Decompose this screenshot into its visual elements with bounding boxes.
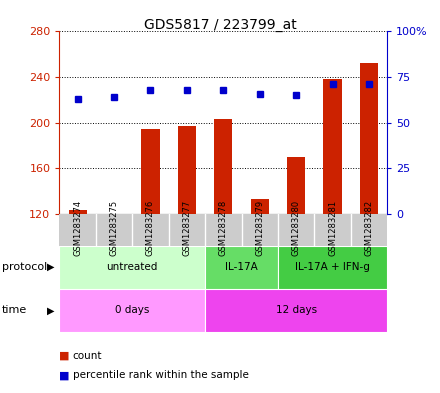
Text: percentile rank within the sample: percentile rank within the sample [73,370,249,380]
Text: GDS5817 / 223799_at: GDS5817 / 223799_at [143,18,297,32]
Text: protocol: protocol [2,262,48,272]
Bar [360,63,378,214]
Text: GSM1283280: GSM1283280 [292,200,301,256]
Text: GSM1283282: GSM1283282 [364,200,374,256]
Bar [323,79,342,214]
Bar [69,209,87,214]
Text: GSM1283276: GSM1283276 [146,200,155,257]
Bar [59,246,205,289]
Bar [141,129,160,214]
Text: 12 days: 12 days [275,305,317,316]
Bar [278,246,387,289]
Text: IL-17A: IL-17A [225,262,258,272]
Text: GSM1283275: GSM1283275 [110,200,118,256]
Bar [287,157,305,214]
Bar [205,289,387,332]
Bar [205,246,278,289]
Text: count: count [73,351,102,361]
Bar [59,289,205,332]
Bar [251,199,269,214]
Text: GSM1283277: GSM1283277 [182,200,191,257]
Text: time: time [2,305,27,316]
Text: untreated: untreated [106,262,158,272]
Text: IL-17A + IFN-g: IL-17A + IFN-g [295,262,370,272]
Text: GSM1283281: GSM1283281 [328,200,337,256]
Bar [178,126,196,214]
Text: ▶: ▶ [47,305,55,316]
Text: 0 days: 0 days [115,305,150,316]
Bar [214,119,232,214]
Text: GSM1283278: GSM1283278 [219,200,228,257]
Text: ▶: ▶ [47,262,55,272]
Text: GSM1283279: GSM1283279 [255,200,264,256]
Text: ■: ■ [59,351,70,361]
Text: GSM1283274: GSM1283274 [73,200,82,256]
Text: ■: ■ [59,370,70,380]
